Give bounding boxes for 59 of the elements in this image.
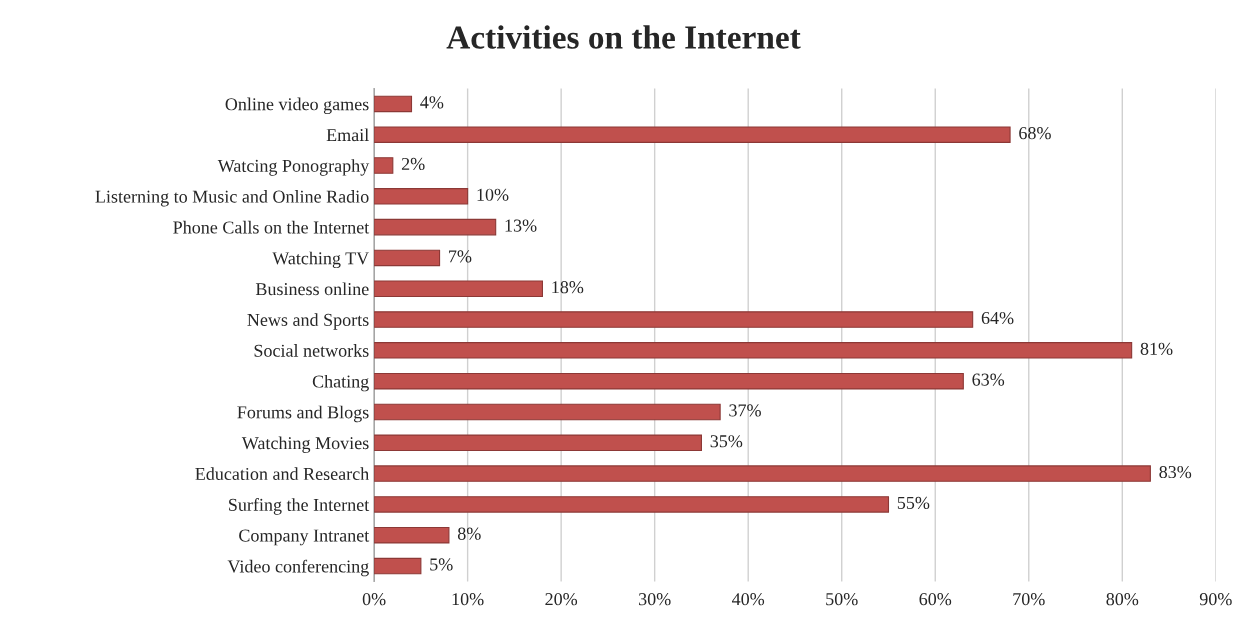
bar	[374, 218, 497, 236]
bar	[374, 496, 890, 513]
data-label: 64%	[981, 311, 1014, 325]
bar	[374, 372, 964, 390]
y-tick-label: Forums and Blogs	[237, 405, 369, 423]
bar	[374, 526, 450, 544]
data-label: 8%	[457, 527, 481, 540]
y-tick-label: Listerning to Music and Online Radio	[95, 190, 369, 207]
y-tick-label: Chating	[312, 374, 369, 392]
data-label: 2%	[401, 157, 425, 171]
bar	[374, 280, 543, 298]
data-label: 4%	[420, 96, 444, 109]
y-tick-label: Watching TV	[272, 251, 370, 269]
bar	[374, 311, 974, 328]
y-tick-label: Phone Calls on the Internet	[173, 220, 370, 234]
x-tick-label: 30%	[638, 593, 671, 606]
bar	[374, 157, 394, 174]
y-tick-label: News and Sports	[247, 313, 369, 330]
y-tick-label: Online video games	[225, 97, 369, 115]
bar	[374, 465, 1151, 482]
x-tick-label: 40%	[732, 593, 765, 606]
y-tick-label: Watching Movies	[241, 436, 369, 453]
x-tick-label: 20%	[545, 593, 578, 606]
data-label: 18%	[552, 281, 584, 294]
x-tick-label: 60%	[919, 593, 952, 606]
y-tick-label: Business online	[255, 282, 369, 296]
x-tick-label: 0%	[362, 593, 386, 606]
bar	[374, 188, 469, 205]
chart-title: Activities on the Internet	[446, 25, 801, 49]
bar	[374, 342, 1133, 359]
x-tick-label: 90%	[1199, 593, 1232, 606]
data-label: 68%	[1019, 127, 1051, 140]
y-tick-label: Social networks	[254, 344, 369, 357]
data-label: 63%	[972, 373, 1005, 386]
data-label: 81%	[1140, 342, 1173, 355]
y-tick-label: Video conferencing	[227, 559, 369, 577]
x-tick-label: 80%	[1106, 593, 1139, 606]
data-label: 13%	[505, 219, 537, 232]
y-tick-label: Email	[326, 128, 369, 142]
data-label: 5%	[430, 558, 453, 571]
bar	[374, 403, 721, 421]
x-tick-label: 10%	[452, 593, 484, 606]
data-label: 55%	[897, 496, 930, 509]
bar	[374, 95, 413, 113]
y-tick-label: Company Intranet	[239, 529, 370, 546]
bar	[374, 249, 441, 267]
data-label: 83%	[1159, 465, 1192, 479]
data-label: 35%	[710, 435, 743, 448]
data-label: 7%	[449, 250, 472, 263]
bar	[374, 557, 422, 575]
y-tick-label: Surfing the Internet	[229, 498, 370, 515]
data-label: 37%	[729, 404, 761, 417]
y-tick-label: Education and Research	[195, 467, 369, 481]
data-label: 10%	[477, 188, 509, 201]
bar	[374, 126, 1011, 143]
x-tick-label: 50%	[826, 593, 858, 606]
bar	[374, 434, 702, 452]
x-tick-label: 70%	[1013, 593, 1045, 606]
y-tick-label: Watcing Ponography	[217, 159, 370, 176]
